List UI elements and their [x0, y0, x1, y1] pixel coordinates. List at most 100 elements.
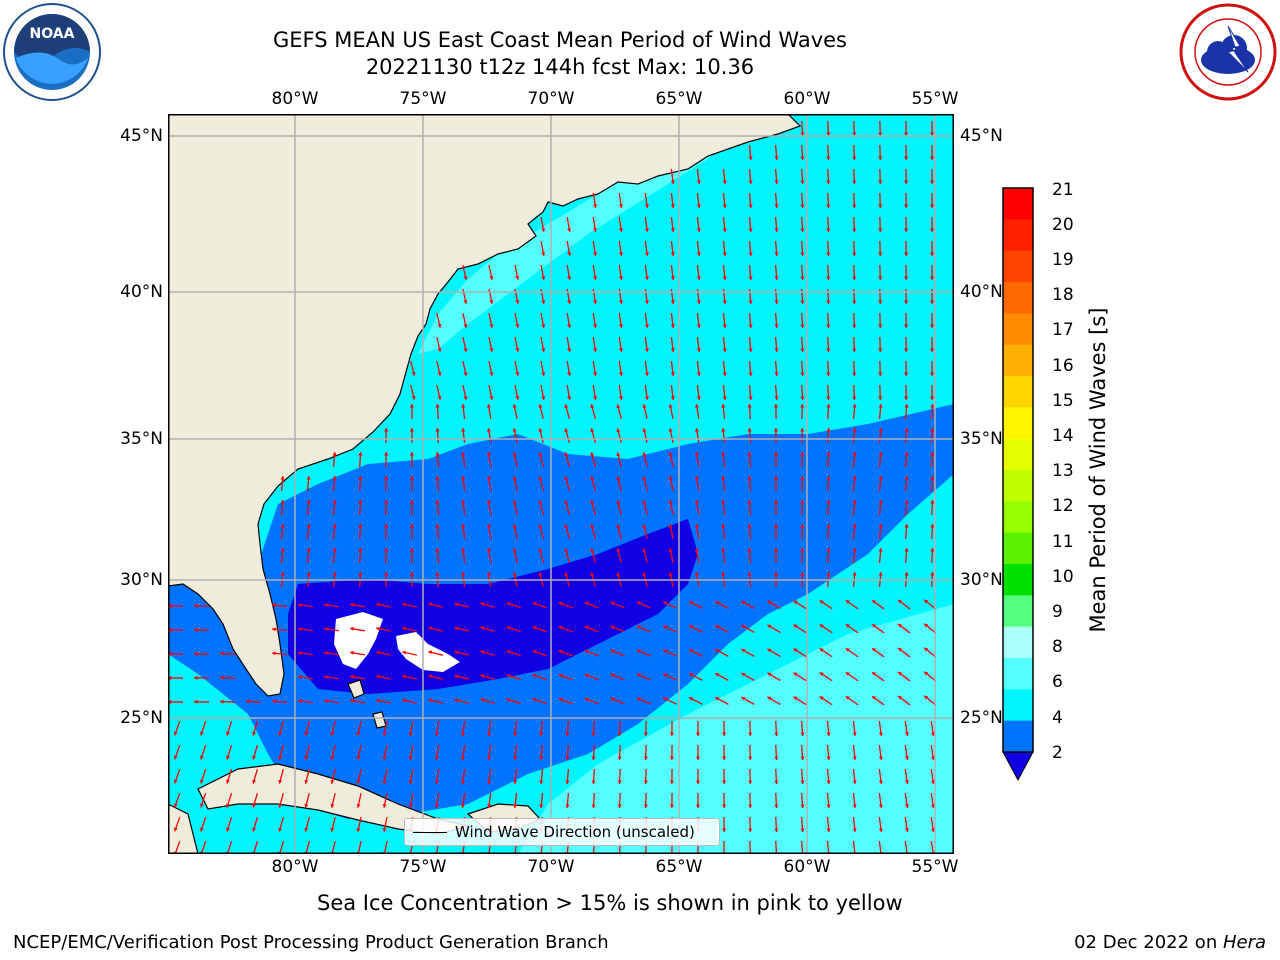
- wave-arrow-head: [480, 698, 485, 703]
- wave-arrow-head: [461, 500, 466, 504]
- wave-arrow-head: [541, 252, 546, 256]
- colorbar-tick: 20: [1052, 215, 1074, 235]
- wave-arrow-head: [826, 228, 831, 232]
- wave-arrow-head: [591, 804, 596, 808]
- wave-arrow-head: [774, 324, 779, 328]
- wave-arrow-head: [721, 548, 726, 552]
- wave-arrow-head: [931, 732, 936, 736]
- wave-arrow-head: [610, 601, 615, 606]
- wave-arrow-head: [722, 180, 727, 184]
- wave-arrow-head: [411, 395, 416, 400]
- lon-tick-bottom: 55°W: [911, 857, 959, 877]
- wave-arrow-head: [382, 804, 387, 808]
- wave-arrow-head: [616, 428, 621, 433]
- wave-arrow-head: [748, 348, 753, 352]
- wave-arrow-head: [773, 524, 779, 528]
- wave-arrow-head: [826, 404, 831, 408]
- wave-arrow-head: [852, 756, 857, 760]
- wave-arrow-head: [512, 452, 517, 456]
- wave-arrow-head: [930, 276, 935, 280]
- wave-arrow-head: [715, 673, 720, 677]
- wave-arrow-head: [694, 524, 700, 528]
- wave-arrow-head: [878, 372, 883, 376]
- wave-arrow-head: [532, 673, 537, 678]
- lat-tick-right: 25°N: [960, 708, 1003, 728]
- colorbar-tick: 14: [1052, 426, 1074, 446]
- wave-arrow-head: [800, 276, 805, 280]
- wave-arrow-head: [539, 780, 544, 784]
- wave-arrow-head: [931, 804, 936, 808]
- wave-arrow-head: [696, 180, 701, 184]
- map-legend: Wind Wave Direction (unscaled): [404, 818, 720, 846]
- wave-arrow-head: [591, 780, 596, 784]
- wave-arrow-head: [722, 348, 727, 352]
- wave-arrow-head: [800, 404, 805, 408]
- wave-arrow-head: [904, 732, 909, 736]
- wave-arrow-head: [721, 572, 726, 576]
- wave-arrow-head: [532, 649, 537, 654]
- wave-arrow-head: [852, 396, 857, 400]
- wave-arrow-head: [878, 252, 883, 256]
- wave-arrow-head: [437, 323, 442, 328]
- wave-arrow-head: [226, 779, 230, 784]
- colorbar-segment: [1003, 438, 1033, 471]
- ocean-shelf-zone: [418, 134, 728, 354]
- wave-arrow-head: [409, 548, 414, 552]
- wave-arrow-head: [324, 698, 328, 704]
- wave-arrow-head: [800, 476, 805, 480]
- wave-arrow-head: [610, 673, 615, 678]
- wave-arrow-head: [173, 779, 178, 784]
- lat-tick-left: 45°N: [120, 126, 163, 146]
- wave-arrow-head: [898, 599, 903, 604]
- wave-arrow-head: [904, 276, 909, 280]
- wave-arrow-head: [826, 372, 831, 376]
- wave-arrow-head: [924, 695, 929, 700]
- wave-arrow-head: [173, 827, 178, 832]
- wave-arrow-head: [670, 228, 675, 232]
- wave-arrow-head: [199, 827, 204, 832]
- wave-arrow-head: [722, 780, 727, 784]
- lat-tick-right: 35°N: [960, 429, 1003, 449]
- wave-arrow-head: [741, 696, 746, 701]
- wave-arrow-head: [800, 372, 805, 376]
- wave-arrow-head: [513, 732, 518, 736]
- wave-arrow-head: [800, 524, 805, 528]
- wave-arrow-head: [280, 500, 285, 504]
- wave-arrow-head: [532, 625, 537, 630]
- wave-arrow-head: [376, 626, 380, 631]
- wave-arrow-head: [435, 572, 440, 576]
- wave-arrow-head: [642, 572, 647, 577]
- wave-arrow-head: [930, 324, 935, 328]
- wave-arrow-head: [696, 324, 701, 328]
- wave-arrow-head: [931, 828, 936, 832]
- wave-arrow-head: [748, 828, 753, 832]
- wave-arrow-head: [904, 804, 909, 808]
- wave-arrow-head: [800, 732, 805, 736]
- wave-arrow-head: [590, 572, 595, 577]
- wave-arrow-head: [924, 671, 929, 676]
- wave-arrow-head: [669, 804, 674, 808]
- wave-arrow-head: [332, 476, 337, 480]
- wave-arrow-head: [382, 780, 387, 784]
- wave-arrow-head: [668, 404, 673, 408]
- wave-arrow-head: [878, 804, 883, 808]
- wave-arrow-head: [489, 348, 494, 352]
- wave-arrow-head: [904, 756, 909, 760]
- wave-arrow-head: [904, 204, 909, 208]
- wave-arrow-head: [871, 672, 876, 676]
- wave-arrow-head: [194, 603, 198, 608]
- wave-arrow-head: [356, 755, 361, 760]
- wave-arrow-head: [382, 828, 387, 832]
- wave-arrow-head: [670, 252, 675, 256]
- colorbar-tick: 8: [1052, 637, 1063, 657]
- wave-arrow-head: [384, 572, 389, 576]
- wave-arrow-head: [199, 803, 204, 808]
- lon-tick-top: 60°W: [783, 89, 831, 109]
- wave-arrow-head: [593, 204, 598, 208]
- wave-arrow-head: [506, 602, 511, 606]
- colorbar-segment: [1003, 376, 1033, 408]
- lon-tick-top: 80°W: [271, 89, 319, 109]
- wave-arrow-head: [278, 755, 283, 760]
- wave-arrow-head: [748, 804, 753, 808]
- wave-arrow-head: [748, 372, 753, 376]
